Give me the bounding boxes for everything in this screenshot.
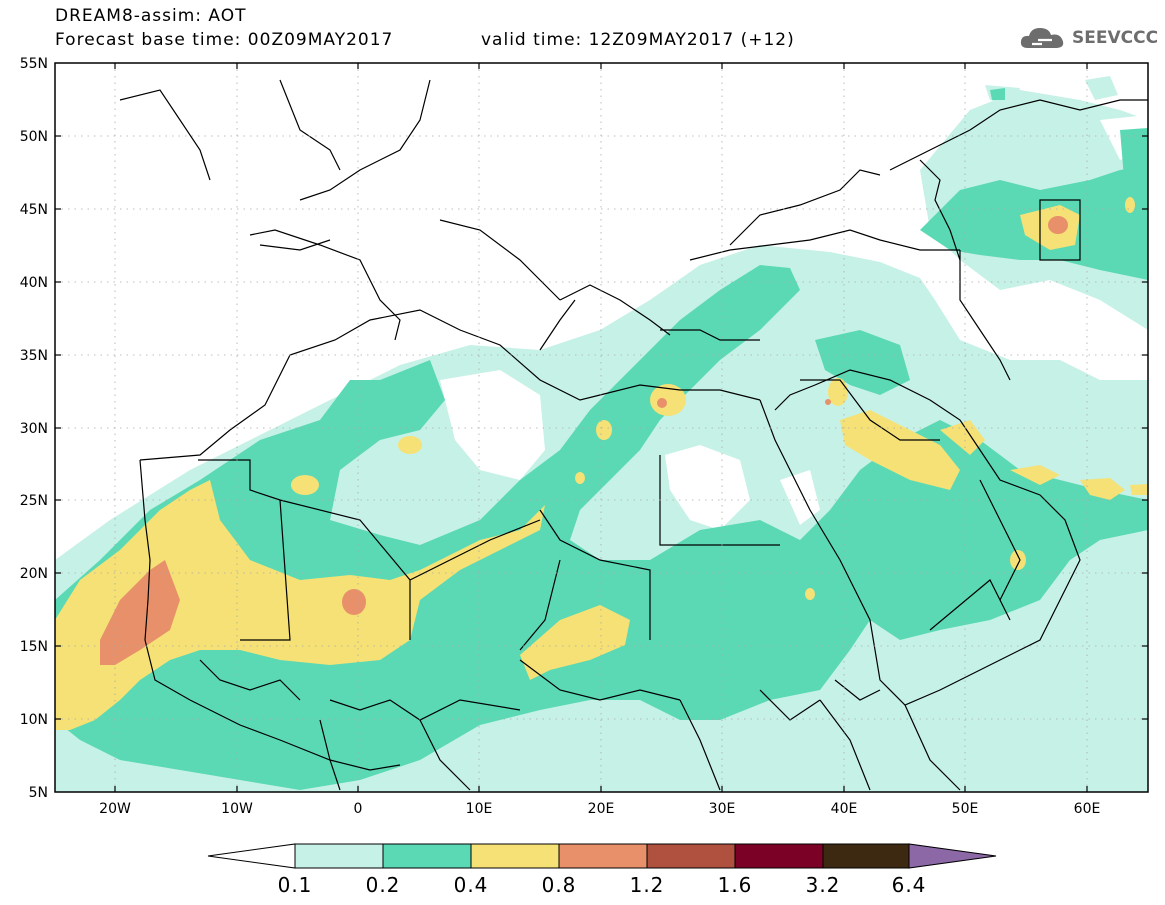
lon-label: 60E xyxy=(1074,801,1101,817)
colorbar-swatch xyxy=(558,843,648,869)
colorbar-label: 3.2 xyxy=(806,873,841,897)
lon-label: 30E xyxy=(709,801,736,817)
aot-level-0.8 xyxy=(100,216,1068,665)
aot-fields xyxy=(55,63,1148,792)
lon-label: 40E xyxy=(831,801,858,817)
colorbar-label: 1.6 xyxy=(718,873,753,897)
lat-label: 30N xyxy=(20,421,48,437)
colorbar-swatch xyxy=(470,843,560,869)
lon-label: 50E xyxy=(952,801,979,817)
lat-label: 45N xyxy=(20,202,48,218)
colorbar-label: 1.2 xyxy=(630,873,665,897)
colorbar-labels: 0.1 0.2 0.4 0.8 1.2 1.6 3.2 6.4 xyxy=(278,873,927,897)
cloud-icon xyxy=(1020,28,1064,48)
colorbar-right-arrow xyxy=(908,843,997,869)
colorbar-label: 0.4 xyxy=(454,873,489,897)
colorbar-swatch xyxy=(294,843,384,869)
forecast-base-time: Forecast base time: 00Z09MAY2017 xyxy=(55,30,394,50)
colorbar-label: 6.4 xyxy=(892,873,927,897)
lat-label: 55N xyxy=(20,56,48,72)
lon-label: 10E xyxy=(466,801,493,817)
lon-label: 20E xyxy=(588,801,615,817)
logo-text: SEEVCCC xyxy=(1072,28,1159,48)
colorbar-label: 0.1 xyxy=(278,873,313,897)
lat-label: 50N xyxy=(20,129,48,145)
lat-labels: 5N 10N 15N 20N 25N 30N 35N 40N 45N 50N 5… xyxy=(20,56,48,801)
lat-label: 25N xyxy=(20,493,48,509)
colorbar-swatch xyxy=(822,843,910,869)
lon-label: 0 xyxy=(354,801,363,817)
colorbar-label: 0.2 xyxy=(366,873,401,897)
lat-label: 35N xyxy=(20,348,48,364)
colorbar-label: 0.8 xyxy=(542,873,577,897)
lat-label: 40N xyxy=(20,275,48,291)
coastlines-borders xyxy=(119,79,1148,791)
colorbar-swatch xyxy=(734,843,824,869)
lat-label: 10N xyxy=(20,712,48,728)
colorbar-swatch xyxy=(382,843,472,869)
colorbar-swatch xyxy=(646,843,736,869)
tick-marks xyxy=(55,63,1148,792)
lon-labels: 20W 10W 0 10E 20E 30E 40E 50E 60E xyxy=(99,801,1100,817)
colorbar-left-arrow xyxy=(207,843,296,869)
lat-label: 15N xyxy=(20,639,48,655)
lon-label: 10W xyxy=(221,801,253,817)
colorbar xyxy=(207,843,997,869)
lat-label: 5N xyxy=(29,785,48,801)
lon-label: 20W xyxy=(99,801,131,817)
graticule xyxy=(55,63,1148,792)
valid-time: valid time: 12Z09MAY2017 (+12) xyxy=(481,30,795,50)
map-title: DREAM8-assim: AOT xyxy=(55,6,247,26)
seevccc-logo: SEEVCCC xyxy=(1018,24,1158,52)
lat-label: 20N xyxy=(20,566,48,582)
